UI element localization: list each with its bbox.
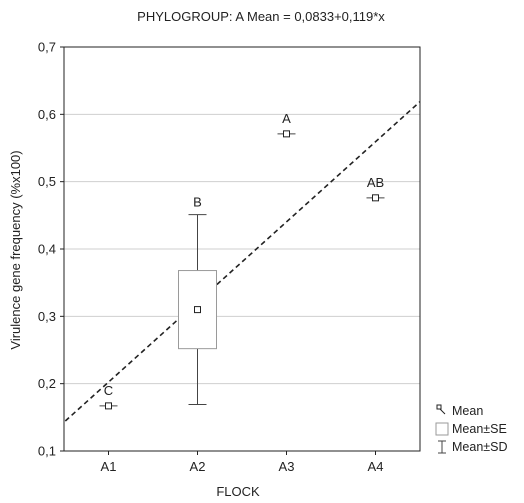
group-letter: C <box>104 383 113 398</box>
y-tick-label: 0,1 <box>38 444 56 459</box>
legend-mean-marker <box>436 404 442 410</box>
x-tick-label: A3 <box>279 459 295 474</box>
x-tick-label: A2 <box>190 459 206 474</box>
chart-title: PHYLOGROUP: A Mean = 0,0833+0,119*x <box>137 9 385 24</box>
mean-point <box>372 194 379 202</box>
x-axis-label: FLOCK <box>216 484 260 499</box>
plot-frame <box>63 46 421 452</box>
y-tick-label: 0,7 <box>38 40 56 55</box>
mean-point <box>105 402 112 410</box>
mean-point <box>283 130 290 138</box>
box-group-a4: AB <box>366 175 385 202</box>
regression-line <box>64 100 420 424</box>
legend-item-sd: Mean±SD <box>438 440 508 454</box>
y-tick-label: 0,4 <box>38 242 56 257</box>
y-tick-label: 0,6 <box>38 107 56 122</box>
box-group-a3: A <box>277 111 296 138</box>
legend-label-se: Mean±SE <box>452 422 507 436</box>
y-axis-label: Virulence gene frequency (%x100) <box>8 150 23 349</box>
legend-label-sd: Mean±SD <box>452 440 508 454</box>
legend-se-swatch <box>435 422 449 436</box>
x-tick-label: A4 <box>368 459 384 474</box>
x-tick-label: A1 <box>101 459 117 474</box>
legend-item-mean: Mean <box>436 404 483 418</box>
legend-item-se: Mean±SE <box>435 422 507 436</box>
plot-area: 0,1 0,2 0,3 0,4 0,5 0,6 0,7 A1 A2 A3 A4 C B A AB <box>38 40 421 474</box>
group-letter: A <box>282 111 291 126</box>
mean-point <box>194 306 201 314</box>
box-group-a2: B <box>178 195 217 406</box>
group-letter: B <box>193 195 202 210</box>
legend-label-mean: Mean <box>452 404 483 418</box>
y-tick-label: 0,3 <box>38 309 56 324</box>
legend-mean-tail <box>439 408 446 415</box>
group-letter: AB <box>367 175 384 190</box>
legend: Mean Mean±SE Mean±SD <box>435 404 508 454</box>
box-group-a1: C <box>99 383 118 410</box>
y-tick-label: 0,2 <box>38 376 56 391</box>
y-tick-label: 0,5 <box>38 174 56 189</box>
